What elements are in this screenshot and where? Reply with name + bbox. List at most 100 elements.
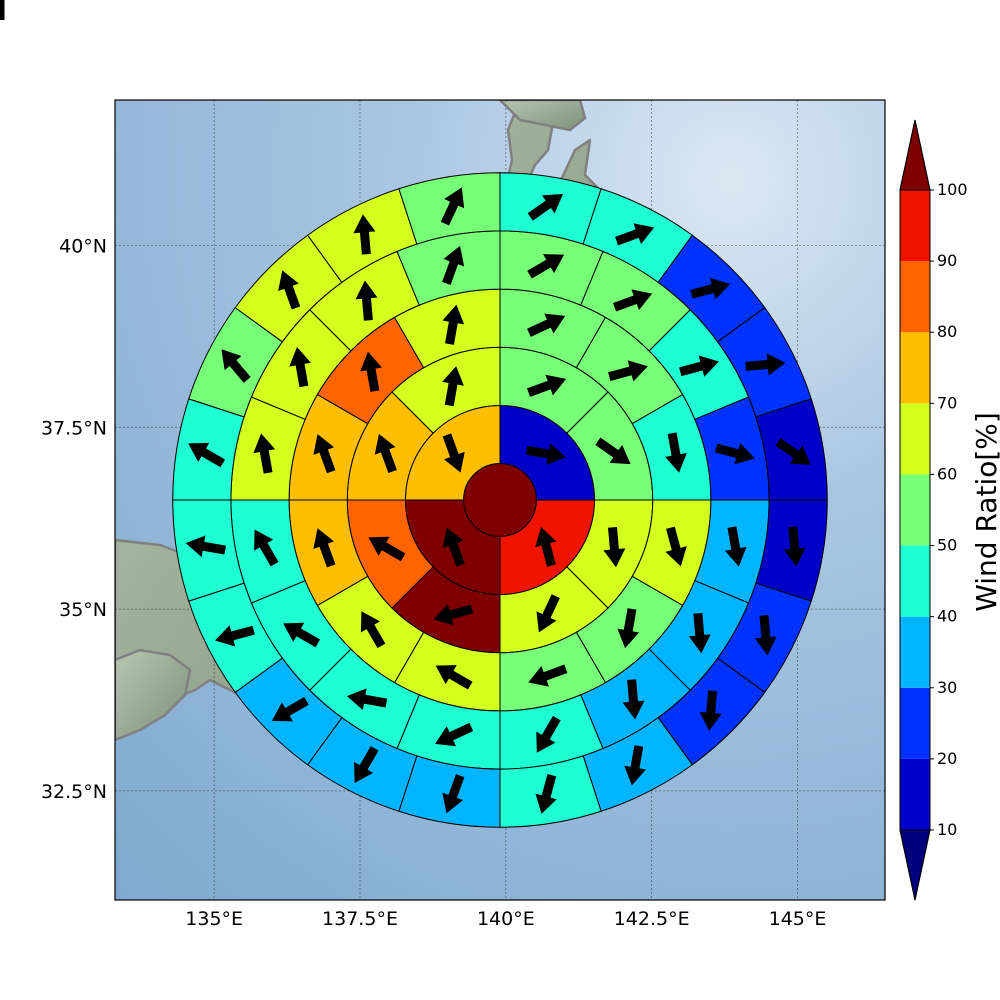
colorbar-segment [900,687,930,759]
longitude-tick-labels: 135°E 137.5°E 140°E 142.5°E 145°E [185,908,826,930]
wind-arrow [440,187,465,226]
wind-arrow [354,746,379,784]
colorbar-segment [900,403,930,475]
wind-arrow [0,0,5,20]
colorbar-tick-label: 20 [937,749,957,768]
wind-arrow [253,433,276,474]
wind-arrow [622,679,645,720]
colorbar: 10 20 30 40 50 60 70 80 90 100 [899,119,968,901]
colorbar-segment [900,758,930,830]
wind-arrow [608,360,648,382]
colorbar-segment [900,545,930,617]
wind-arrow [442,433,465,473]
wind-arrow [754,615,777,656]
wind-arrow [526,374,567,397]
wind-arrow [783,526,806,567]
longitude-tick-label: 137.5°E [322,908,398,930]
colorbar-tick-label: 50 [937,536,957,555]
hokkaido-island [498,100,587,132]
wind-arrow [360,351,382,392]
wind-arrow [442,304,465,345]
wind-arrow [283,622,321,648]
wind-arrow [271,696,309,722]
colorbar-title: Wind Ratio[%] [970,412,1000,612]
latitude-tick-label: 32.5°N [41,781,107,803]
wind-arrow [435,665,473,690]
longitude-tick-label: 145°E [769,908,827,930]
wind-arrow [188,442,226,468]
wind-arrow [613,289,653,312]
colorbar-tick-label: 70 [937,393,957,412]
wind-arrow [221,349,251,383]
latitude-tick-label: 35°N [59,599,107,621]
wind-arrow [313,528,336,568]
wind-arrow [214,625,255,647]
wind-arrow [353,214,376,255]
wind-arrow [442,245,465,285]
wind-arrow [289,346,311,388]
colorbar-segment [900,474,930,546]
wind-arrow [442,527,465,567]
wind-arrow [603,526,626,568]
colorbar-segment [900,616,930,688]
wind-arrow [775,438,811,465]
wind-arrow [527,254,565,279]
wind-arrow [433,604,474,626]
wind-arrow [699,690,722,731]
colorbar-over-arrow [899,119,931,191]
colorbar-tick-label: 60 [937,464,957,483]
wind-arrow [185,535,226,558]
wind-arrow [535,774,557,814]
longitude-tick-label: 142.5°E [614,908,690,930]
wind-arrow [355,280,378,321]
wind-arrow [595,437,631,465]
wind-arrow [435,722,474,747]
wind-direction-arrows [0,0,811,814]
wind-arrow [442,366,464,407]
longitude-tick-label: 135°E [185,908,243,930]
wind-arrow [679,355,719,377]
colorbar-segment [900,261,930,333]
wind-arrow [278,270,301,310]
latitude-tick-labels: 40°N 37.5°N 35°N 32.5°N [41,235,107,802]
colorbar-tick-label: 90 [937,251,957,270]
wind-arrow [665,432,687,473]
wind-arrow [528,664,568,687]
colorbar-tick-label: 10 [937,820,957,839]
map-panel: 135°E 137.5°E 140°E 142.5°E 145°E 40°N 37.5°N… [0,0,886,930]
wind-arrow [374,433,397,474]
shikoku-island [115,648,192,742]
wind-arrow [617,608,640,649]
wind-arrow [536,715,561,753]
wind-arrow [624,745,646,786]
wind-arrow [745,353,786,376]
wind-arrow [615,223,655,246]
colorbar-tick-label: 100 [937,180,968,199]
latitude-tick-label: 40°N [59,235,107,257]
wind-arrow [527,194,564,221]
longitude-tick-label: 140°E [477,908,535,930]
wind-arrow [527,313,566,337]
colorbar-under-arrow [899,829,931,901]
center-sector [463,463,537,537]
wind-arrow [714,443,755,465]
colorbar-tick-label: 30 [937,678,957,697]
wind-arrow [313,434,336,474]
latitude-tick-label: 37.5°N [41,417,107,439]
wind-sector-rings [172,172,828,828]
colorbar-segment [900,332,930,404]
wind-arrow [254,529,279,567]
colorbar-tick-label: 40 [937,607,957,626]
wind-arrow [525,443,566,465]
colorbar-tick-label: 80 [937,322,957,341]
wind-arrow [535,526,557,567]
wind-arrow [690,278,731,300]
wind-arrow [724,526,747,567]
wind-arrow [688,613,711,654]
wind-arrow [360,611,386,649]
wind-arrow [442,774,465,814]
map-frame [114,99,886,901]
wind-arrow [368,536,406,562]
wind-arrow [346,688,388,711]
